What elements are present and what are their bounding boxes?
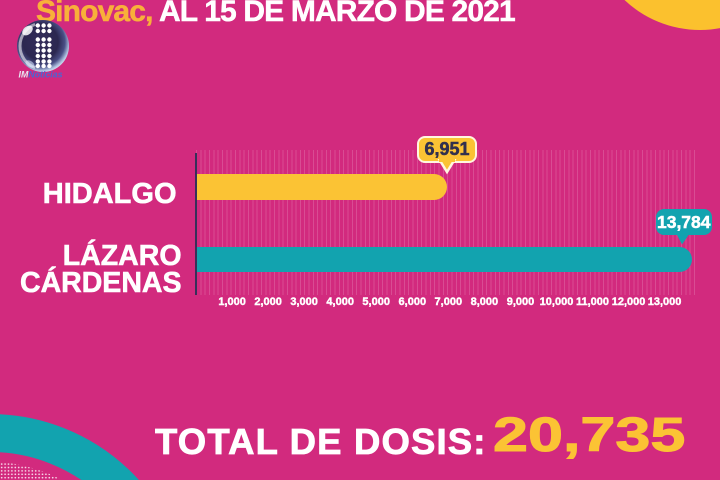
svg-text:IMNoticias: IMNoticias bbox=[19, 70, 63, 80]
